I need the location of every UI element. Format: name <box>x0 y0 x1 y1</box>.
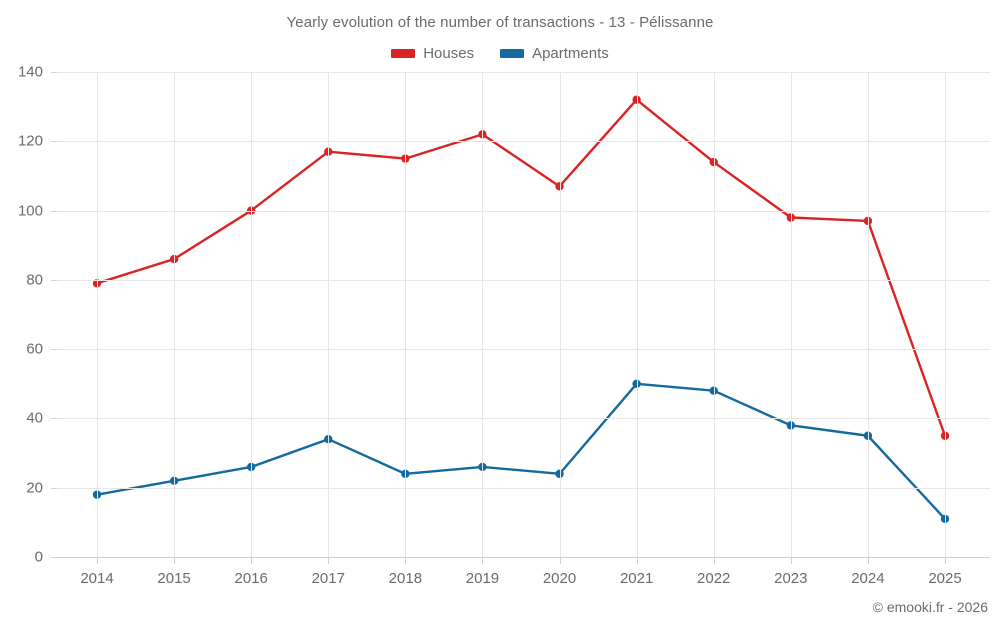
y-tick-label: 120 <box>17 132 43 150</box>
y-tick-label: 140 <box>17 63 43 81</box>
x-gridline <box>251 72 253 557</box>
x-tick-label: 2016 <box>234 570 268 587</box>
y-tick-mark <box>51 487 57 489</box>
legend-label: Apartments <box>532 45 609 62</box>
x-tick-label: 2014 <box>80 570 114 587</box>
x-gridline <box>174 72 176 557</box>
x-tick-mark <box>945 557 946 564</box>
y-gridline <box>57 487 990 489</box>
legend-swatch-icon <box>391 49 416 58</box>
y-tick-label: 80 <box>26 271 43 289</box>
legend-swatch-icon <box>500 49 525 58</box>
x-tick-mark <box>251 557 253 564</box>
x-tick-mark <box>790 557 792 564</box>
x-tick-label: 2017 <box>311 570 345 587</box>
x-tick-label: 2022 <box>697 570 731 587</box>
y-gridline <box>57 72 990 73</box>
y-tick-label: 60 <box>26 340 43 358</box>
x-tick-mark <box>713 557 715 564</box>
chart-legend: Houses Apartments <box>0 45 1000 62</box>
x-gridline <box>405 72 407 557</box>
y-tick-mark <box>51 418 57 420</box>
chart-title: Yearly evolution of the number of transa… <box>286 14 714 31</box>
y-tick-label: 0 <box>34 548 43 566</box>
x-tick-mark <box>867 557 869 564</box>
y-tick-mark <box>51 72 57 73</box>
series-layer <box>92 95 950 524</box>
x-tick-mark <box>482 557 484 564</box>
x-gridline <box>790 72 792 557</box>
y-tick-mark <box>51 210 57 212</box>
legend-item-houses[interactable]: Houses <box>391 45 474 62</box>
x-tick-label: 2015 <box>157 570 191 587</box>
x-tick-mark <box>97 557 98 564</box>
x-tick-label: 2024 <box>851 570 885 587</box>
y-gridline <box>57 210 990 212</box>
x-gridline <box>713 72 715 557</box>
y-tick-label: 100 <box>17 202 43 220</box>
x-tick-mark <box>636 557 638 564</box>
x-tick-label: 2020 <box>542 570 577 587</box>
y-tick-mark <box>51 557 57 558</box>
y-gridline <box>57 418 990 420</box>
series-line-houses <box>95 98 947 437</box>
x-tick-label: 2025 <box>928 570 962 587</box>
y-gridline <box>57 141 990 143</box>
y-tick-label: 40 <box>26 409 43 427</box>
y-tick-label: 20 <box>26 479 43 497</box>
x-tick-label: 2019 <box>465 570 500 587</box>
x-tick-mark <box>174 557 176 564</box>
x-gridline <box>559 72 561 557</box>
x-gridline <box>867 72 869 557</box>
x-tick-mark <box>405 557 407 564</box>
x-tick-mark <box>559 557 561 564</box>
y-gridline <box>57 349 990 351</box>
footer-credit: © emooki.fr - 2026 <box>872 599 988 615</box>
x-tick-label: 2018 <box>388 570 423 587</box>
legend-item-apartments[interactable]: Apartments <box>500 45 609 62</box>
y-tick-mark <box>51 349 57 351</box>
x-axis-baseline <box>57 557 990 558</box>
y-gridline <box>57 279 990 281</box>
y-tick-mark <box>51 141 57 143</box>
x-tick-label: 2023 <box>774 570 808 587</box>
x-gridline <box>328 72 330 557</box>
legend-label: Houses <box>423 45 475 62</box>
x-gridline <box>636 72 638 557</box>
x-gridline <box>97 72 98 557</box>
x-tick-mark <box>328 557 330 564</box>
x-gridline <box>945 72 946 557</box>
series-line-apartments <box>95 382 947 521</box>
plot-area: 0 20 40 60 80 100 120 140 2014 2015 2016 2017 2018 20… <box>18 64 990 587</box>
x-gridline <box>482 72 484 557</box>
x-tick-label: 2021 <box>619 570 654 587</box>
y-tick-mark <box>51 279 57 281</box>
